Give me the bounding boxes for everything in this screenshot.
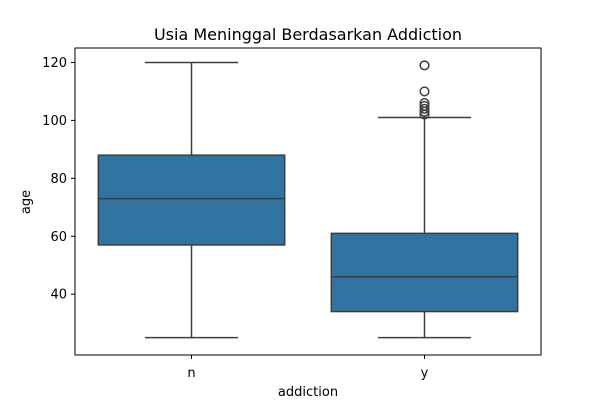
- x-tick-label: n: [187, 366, 195, 381]
- outlier-point: [419, 86, 430, 97]
- y-tick-label: 120: [42, 56, 67, 71]
- y-tick-label: 60: [50, 230, 67, 245]
- chart-title: Usia Meninggal Berdasarkan Addiction: [154, 25, 462, 44]
- y-axis-label: age: [19, 190, 34, 214]
- box-iqr: [330, 232, 519, 313]
- outlier-point: [419, 97, 430, 109]
- outlier-point: [419, 103, 430, 114]
- plot-frame: [74, 47, 542, 356]
- box-group-n: [97, 61, 286, 339]
- y-tick-label: 80: [50, 172, 67, 187]
- x-tick-label: y: [421, 366, 429, 381]
- y-tick-label: 100: [42, 114, 67, 129]
- box-iqr: [97, 154, 286, 246]
- y-axis: 40 60 80 100 120: [42, 56, 75, 303]
- box-group-y: [330, 60, 519, 339]
- outlier-point: [419, 100, 430, 111]
- y-tick-label: 40: [50, 288, 67, 303]
- plot-area: [97, 60, 519, 339]
- x-axis-label: addiction: [278, 385, 338, 400]
- outlier-point: [419, 60, 430, 71]
